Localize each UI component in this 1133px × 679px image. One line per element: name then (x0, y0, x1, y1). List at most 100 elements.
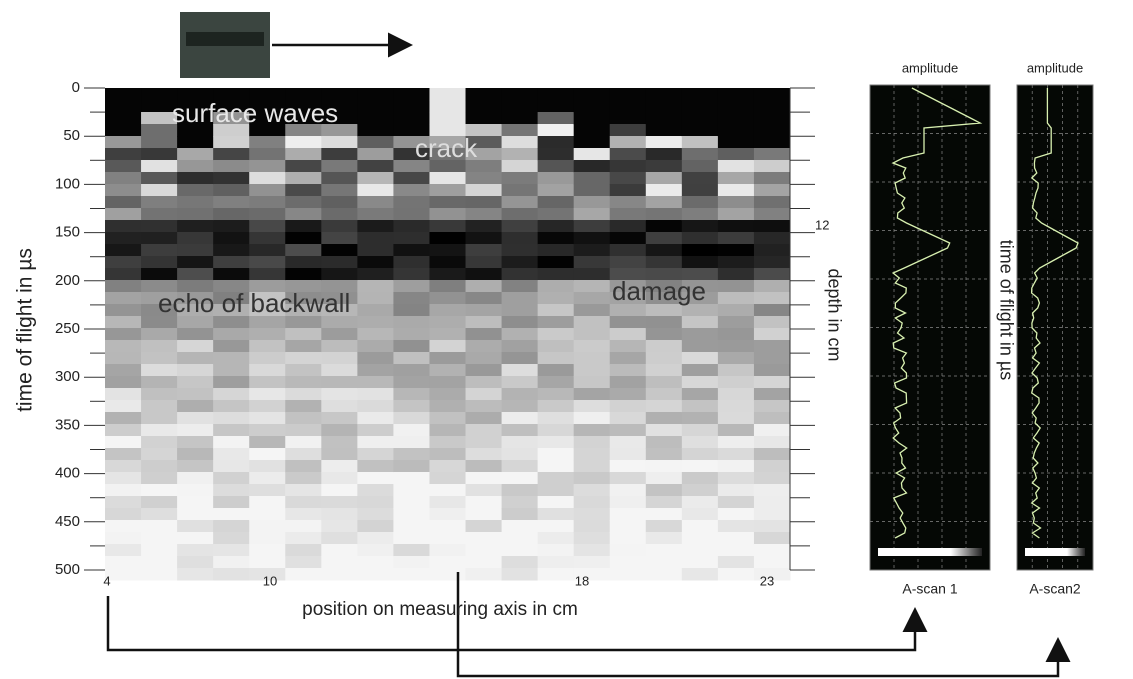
scan-cell (249, 472, 286, 485)
scan-cell (645, 268, 683, 281)
scan-cell (429, 268, 467, 281)
scan-cell (105, 232, 142, 245)
scan-cell (717, 340, 755, 353)
scan-cell (213, 256, 250, 269)
scan-cell (177, 412, 214, 425)
scan-cell (321, 244, 358, 257)
scan-cell (141, 556, 178, 569)
scan-cell (753, 388, 791, 401)
scan-cell (609, 292, 647, 305)
scan-cell (285, 208, 322, 221)
scan-cell (465, 400, 503, 413)
scan-cell (609, 208, 647, 221)
scan-cell (645, 88, 683, 101)
scan-cell (609, 388, 647, 401)
scan-cell (429, 376, 467, 389)
scan-cell (681, 316, 719, 329)
x-tick-label: 18 (575, 573, 589, 588)
scan-cell (609, 88, 647, 101)
scan-cell (717, 376, 755, 389)
scan-cell (393, 364, 430, 377)
scan-cell (573, 448, 611, 461)
scan-cell (681, 472, 719, 485)
scan-cell (429, 496, 467, 509)
scan-cell (681, 124, 719, 137)
scan-cell (213, 496, 250, 509)
scan-cell (537, 184, 575, 197)
scan-cell (717, 100, 755, 113)
y-tick-label: 300 (55, 368, 80, 385)
scan-cell (285, 280, 322, 293)
scan-cell (213, 304, 250, 317)
scan-cell (105, 184, 142, 197)
scan-cell (645, 436, 683, 449)
scan-cell (609, 400, 647, 413)
scan-cell (213, 100, 250, 113)
scan-cell (141, 232, 178, 245)
scan-cell (213, 184, 250, 197)
scan-cell (501, 160, 539, 173)
scan-cell (645, 208, 683, 221)
scan-cell (753, 292, 791, 305)
scan-cell (753, 244, 791, 257)
scan-cell (573, 148, 611, 161)
scan-cell (501, 436, 539, 449)
scan-cell (285, 304, 322, 317)
scan-cell (645, 220, 683, 233)
scan-cell (105, 568, 142, 581)
scan-cell (537, 412, 575, 425)
scan-cell (213, 160, 250, 173)
scan-cell (753, 568, 791, 581)
scan-cell (429, 280, 467, 293)
scan-cell (429, 436, 467, 449)
scan-cell (177, 112, 214, 125)
scan-cell (285, 136, 322, 149)
scan-cell (501, 484, 539, 497)
scan-cell (285, 220, 322, 233)
scan-cell (357, 208, 394, 221)
scan-cell (285, 436, 322, 449)
scan-cell (501, 292, 539, 305)
scan-cell (177, 280, 214, 293)
y-tick-label: 400 (55, 465, 80, 482)
scan-cell (357, 268, 394, 281)
scan-cell (249, 100, 286, 113)
scan-cell (609, 484, 647, 497)
scan-cell (609, 148, 647, 161)
scan-cell (141, 520, 178, 533)
scan-cell (357, 460, 394, 473)
scan-cell (285, 472, 322, 485)
scan-cell (717, 532, 755, 545)
scan-cell (609, 124, 647, 137)
scan-cell (285, 232, 322, 245)
scan-cell (501, 532, 539, 545)
depth-tick-label: 12 (815, 217, 829, 232)
scan-cell (645, 148, 683, 161)
scan-cell (501, 184, 539, 197)
scan-cell (357, 160, 394, 173)
scan-cell (573, 556, 611, 569)
scan-cell (573, 184, 611, 197)
scan-cell (321, 160, 358, 173)
scan-cell (501, 364, 539, 377)
scan-cell (645, 544, 683, 557)
scan-cell (285, 124, 322, 137)
scan-cell (393, 520, 430, 533)
scan-cell (357, 148, 394, 161)
scan-cell (501, 388, 539, 401)
scan-cell (321, 304, 358, 317)
scan-cell (249, 232, 286, 245)
scan-cell (393, 496, 430, 509)
scan-cell (357, 412, 394, 425)
scan-cell (609, 256, 647, 269)
scan-cell (573, 280, 611, 293)
scan-cell (213, 556, 250, 569)
scan-cell (753, 448, 791, 461)
scan-cell (357, 328, 394, 341)
scan-cell (537, 148, 575, 161)
scan-cell (573, 352, 611, 365)
scan-cell (285, 148, 322, 161)
scan-cell (717, 472, 755, 485)
scan-cell (249, 220, 286, 233)
b-scan-image (105, 88, 791, 581)
